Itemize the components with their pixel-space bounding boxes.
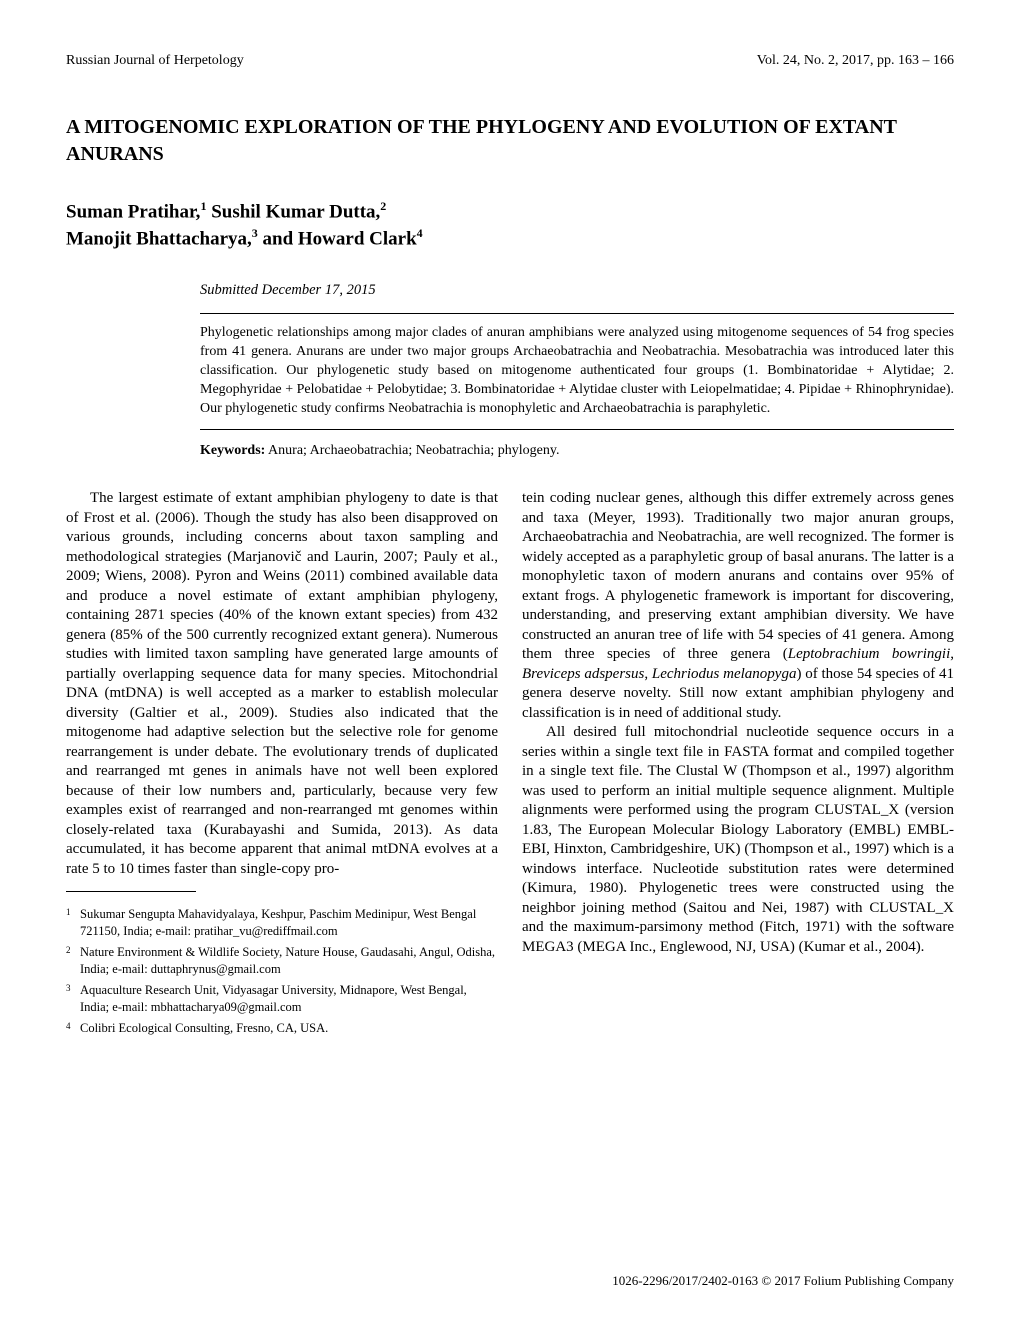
body-para-right-2: All desired full mitochondrial nucleotid… — [522, 723, 954, 957]
footnote-2: 2Nature Environment & Wildlife Society, … — [66, 944, 498, 978]
author-4: and Howard Clark — [258, 229, 417, 250]
footnotes: 1Sukumar Sengupta Mahavidyalaya, Keshpur… — [66, 906, 498, 1036]
authors: Suman Pratihar,1 Sushil Kumar Dutta,2 Ma… — [66, 198, 954, 254]
journal-name: Russian Journal of Herpetology — [66, 52, 244, 70]
author-3: Manojit Bhattacharya, — [66, 229, 252, 250]
keywords-line: Keywords: Anura; Archaeobatrachia; Neoba… — [200, 442, 954, 460]
footnote-rule — [66, 891, 196, 900]
author-2: Sushil Kumar Dutta, — [206, 201, 380, 222]
body-columns: The largest estimate of extant amphibian… — [66, 489, 954, 1040]
author-1: Suman Pratihar, — [66, 201, 200, 222]
footnote-3: 3Aquaculture Research Unit, Vidyasagar U… — [66, 982, 498, 1016]
species-1: Leptobrachium bowringii — [788, 646, 951, 662]
right-column: tein coding nuclear genes, although this… — [522, 489, 954, 1040]
article-title: A MITOGENOMIC EXPLORATION OF THE PHYLOGE… — [66, 114, 954, 168]
submitted-date: Submitted December 17, 2015 — [200, 281, 954, 299]
keywords-label: Keywords: — [200, 443, 265, 458]
footnote-1: 1Sukumar Sengupta Mahavidyalaya, Keshpur… — [66, 906, 498, 940]
abstract: Phylogenetic relationships among major c… — [200, 313, 954, 429]
left-column: The largest estimate of extant amphibian… — [66, 489, 498, 1040]
affil-sup-4: 4 — [417, 226, 423, 240]
footnote-4: 4Colibri Ecological Consulting, Fresno, … — [66, 1020, 498, 1037]
affil-sup-2: 2 — [380, 199, 386, 213]
volume-pages: Vol. 24, No. 2, 2017, pp. 163 – 166 — [757, 52, 954, 70]
species-2: Breviceps adspersus — [522, 666, 644, 682]
species-3: Lechriodus melanopyga — [652, 666, 797, 682]
footer-copyright: 1026-2296/2017/2402-0163 © 2017 Folium P… — [0, 1273, 1020, 1289]
body-para-left: The largest estimate of extant amphibian… — [66, 489, 498, 879]
body-para-right-1: tein coding nuclear genes, although this… — [522, 489, 954, 723]
keywords-text: Anura; Archaeobatrachia; Neobatrachia; p… — [265, 443, 559, 458]
